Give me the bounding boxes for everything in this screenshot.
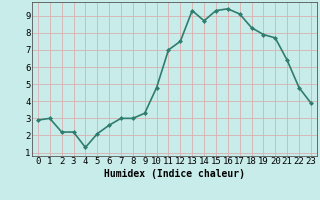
X-axis label: Humidex (Indice chaleur): Humidex (Indice chaleur)	[104, 169, 245, 179]
